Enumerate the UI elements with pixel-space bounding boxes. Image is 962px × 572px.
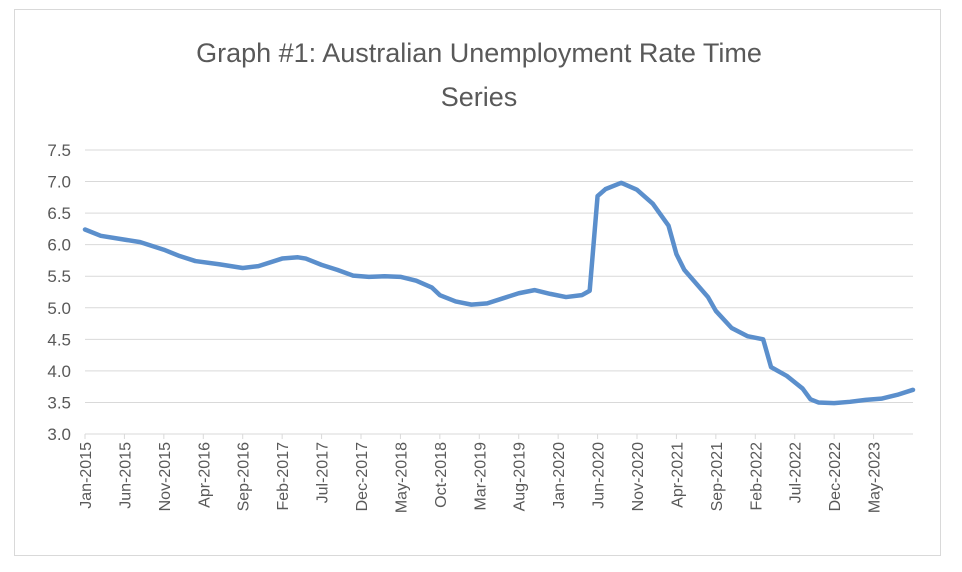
- y-tick-label: 5.0: [47, 299, 71, 318]
- y-tick-label: 4.5: [47, 330, 71, 349]
- x-tick-label: Nov-2015: [157, 442, 174, 511]
- x-axis-tick-labels: Jan-2015 Jun-2015 Nov-2015 Apr-2016 Sep-2016…: [78, 442, 884, 513]
- x-tick-label: Jul-2017: [315, 442, 332, 503]
- y-tick-label: 5.5: [47, 267, 71, 286]
- chart-title-line-1: Graph #1: Australian Unemployment Rate T…: [196, 38, 762, 68]
- x-tick-label: Sep-2016: [236, 442, 253, 511]
- x-tick-label: Feb-2022: [748, 442, 765, 511]
- x-tick-label: May-2023: [867, 442, 884, 513]
- x-tick-label: Mar-2019: [472, 442, 489, 511]
- x-tick-label: Apr-2021: [669, 442, 686, 508]
- x-tick-label: Aug-2019: [512, 442, 529, 511]
- x-tick-label: Nov-2020: [630, 442, 647, 511]
- series-line: [82, 180, 916, 406]
- x-tick-label: Jun-2020: [591, 442, 608, 509]
- y-tick-label: 3.0: [47, 425, 71, 444]
- x-tick-label: Oct-2018: [433, 442, 450, 508]
- x-tick-label: Dec-2022: [827, 442, 844, 511]
- y-tick-label: 3.5: [47, 393, 71, 412]
- x-tick-label: Apr-2016: [196, 442, 213, 508]
- x-tick-label: Jan-2015: [78, 442, 95, 509]
- x-tick-label: Feb-2017: [275, 442, 292, 511]
- y-tick-label: 6.0: [47, 236, 71, 255]
- chart-frame: Graph #1: Australian Unemployment Rate T…: [14, 9, 941, 556]
- x-tick-label: Jun-2015: [117, 442, 134, 509]
- x-tick-label: Jul-2022: [788, 442, 805, 503]
- x-tick-label: Sep-2021: [709, 442, 726, 511]
- chart-title-line-2: Series: [441, 82, 518, 112]
- y-tick-label: 7.0: [47, 173, 71, 192]
- x-tick-label: Dec-2017: [354, 442, 371, 511]
- y-tick-label: 6.5: [47, 204, 71, 223]
- x-tick-label: May-2018: [393, 442, 410, 513]
- chart-svg: Graph #1: Australian Unemployment Rate T…: [47, 38, 916, 513]
- y-axis-tick-labels: 7.5 7.0 6.5 6.0 5.5 5.0 4.5 4.0 3.5 3.0: [47, 141, 71, 444]
- x-axis-tick-marks: [84, 434, 875, 439]
- gridlines: [85, 149, 913, 403]
- y-tick-label: 7.5: [47, 141, 71, 160]
- x-tick-label: Jan-2020: [551, 442, 568, 509]
- y-tick-label: 4.0: [47, 362, 71, 381]
